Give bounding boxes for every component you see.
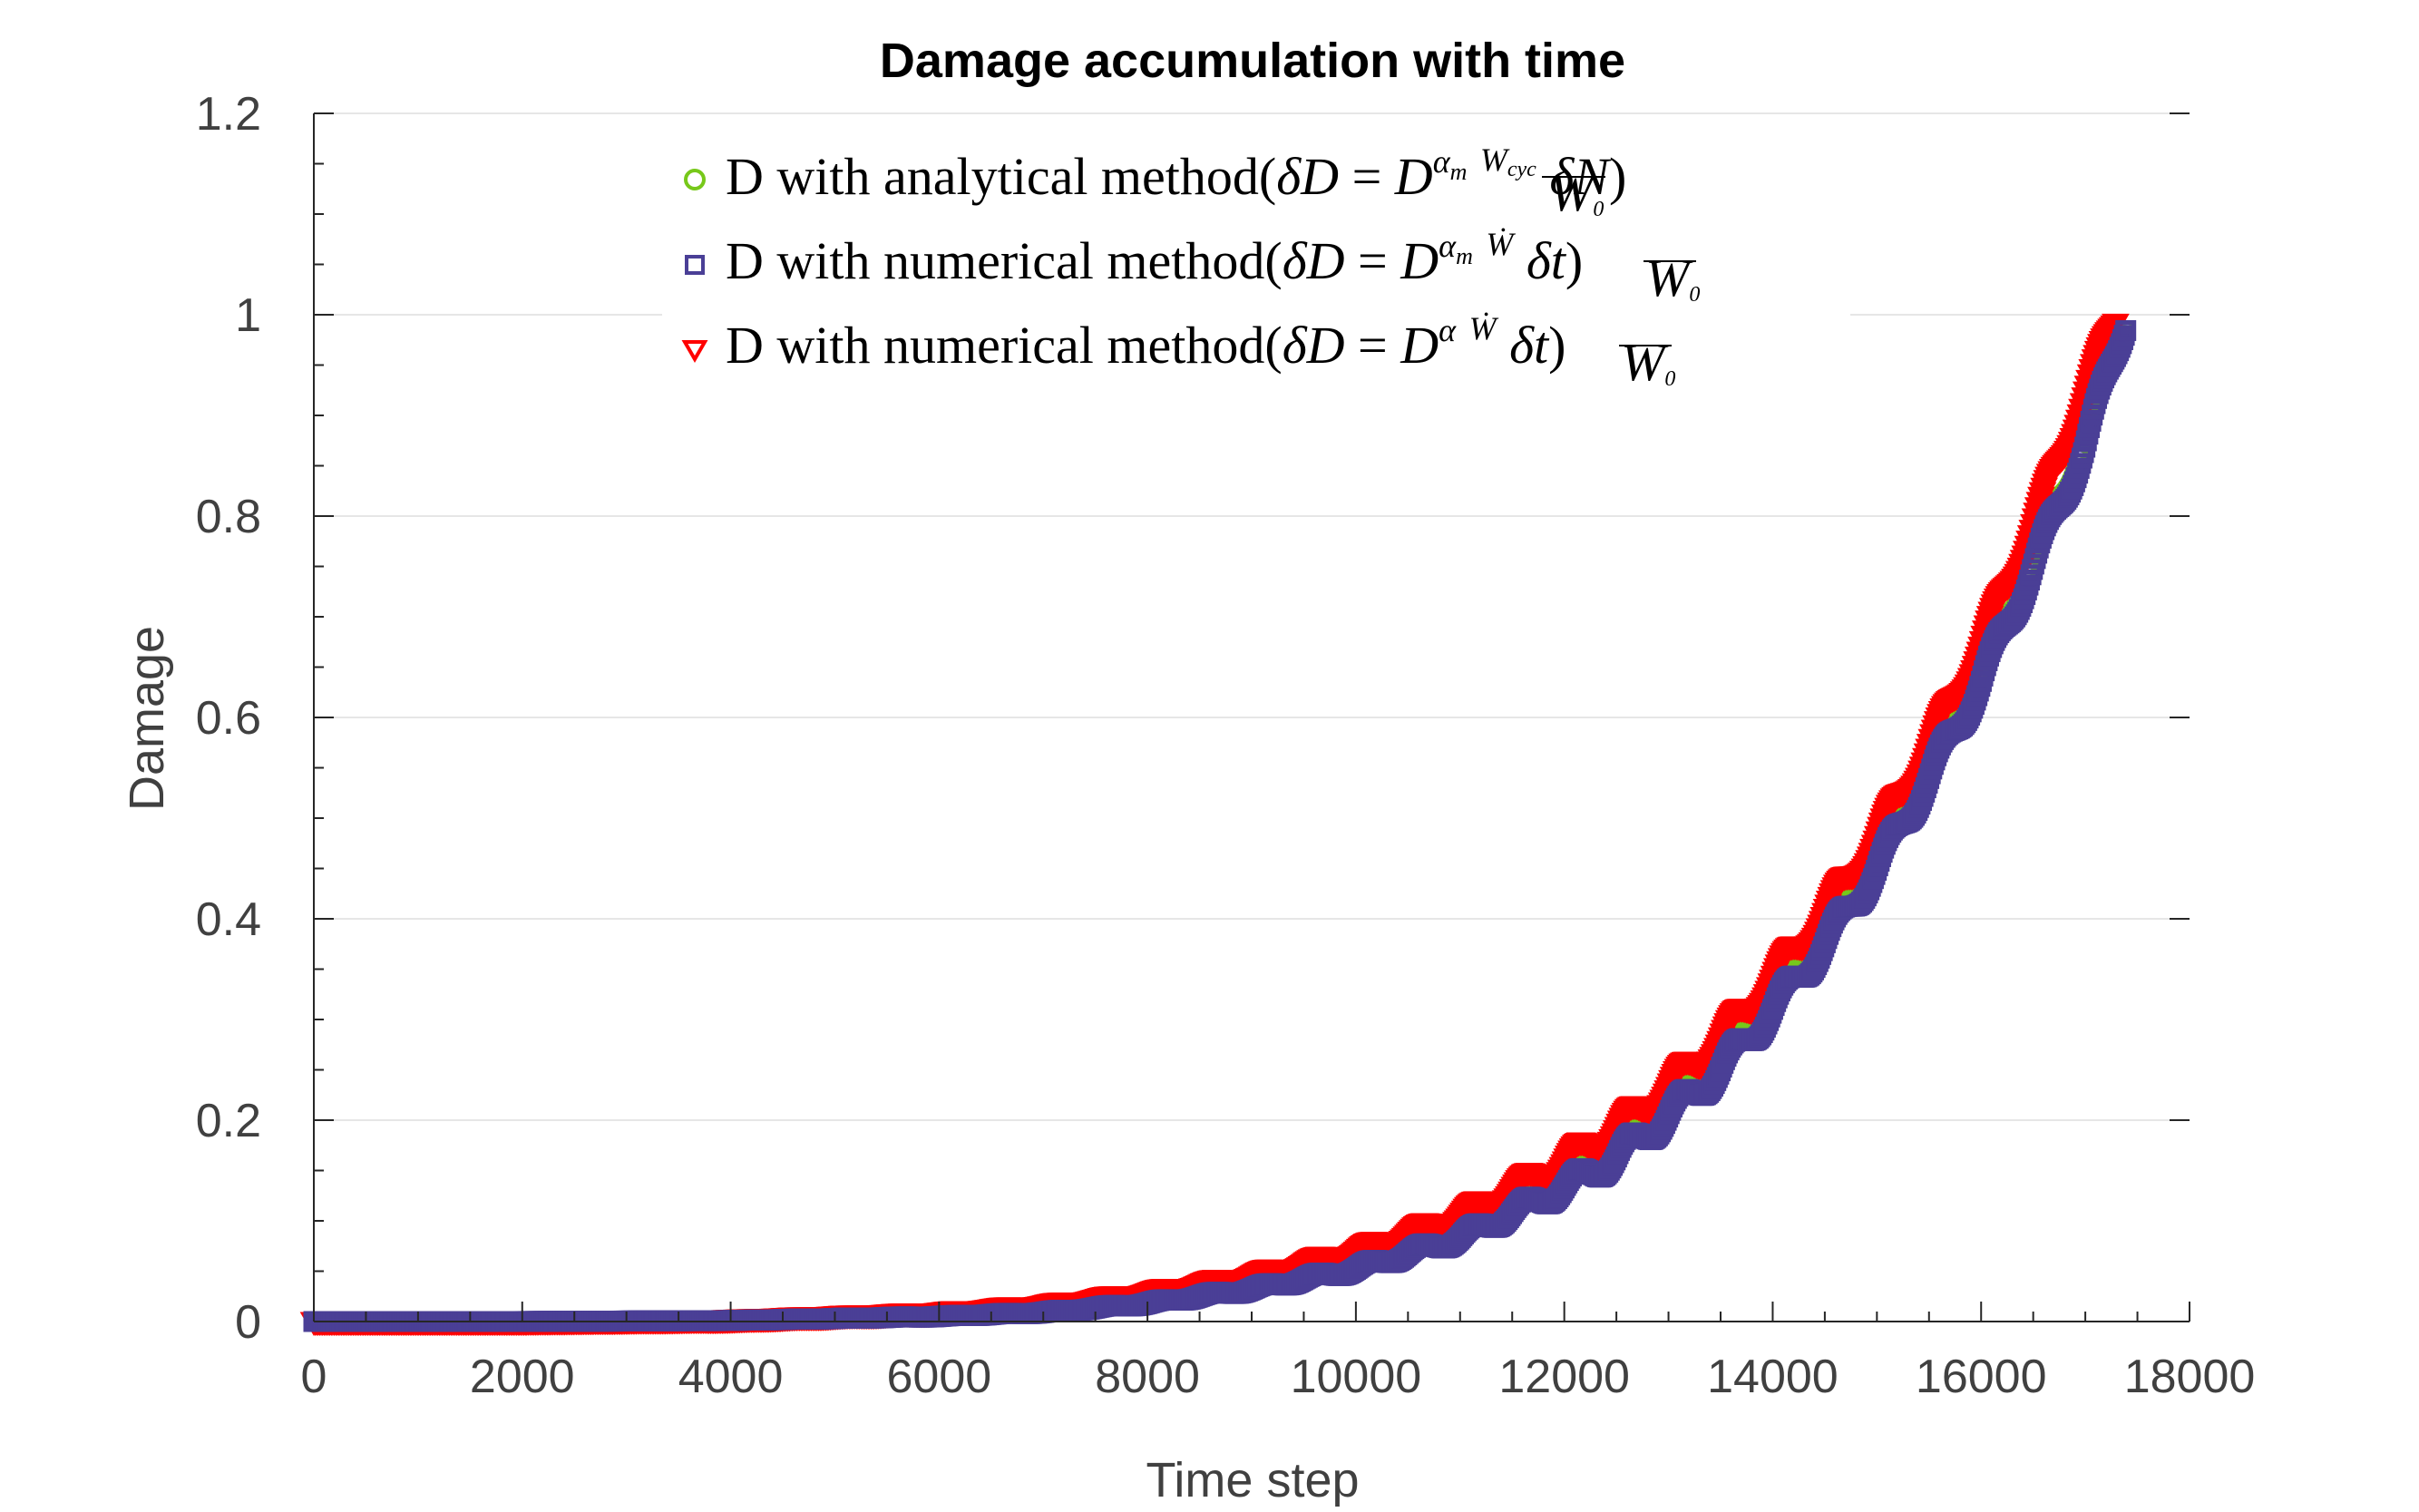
legend-marker-numerical-am — [685, 255, 705, 275]
chart-title: Damage accumulation with time — [880, 34, 1625, 88]
data-point — [2115, 319, 2137, 341]
y-tick-label: 0.6 — [196, 692, 261, 745]
legend-entry-numerical-am: D with numerical method(δD = Dαm Ẇ δt) — [726, 226, 1583, 290]
legend-marker-numerical-a — [681, 340, 708, 363]
y-tick-label: 0 — [235, 1296, 261, 1349]
legend-box — [662, 136, 1850, 381]
x-tick-label: 10000 — [1291, 1351, 1422, 1403]
x-tick-label: 12000 — [1498, 1351, 1630, 1403]
axes: 0 2000 4000 6000 8000 10000 12000 14000 16000 180… — [196, 88, 2256, 1403]
legend-marker-analytical — [684, 169, 706, 190]
x-axis-label: Time step — [1146, 1453, 1359, 1507]
x-tick-label: 16000 — [1916, 1351, 2047, 1403]
y-axis-label: Damage — [120, 626, 174, 811]
y-tick-label: 0.4 — [196, 893, 261, 946]
x-tick-label: 2000 — [470, 1351, 575, 1403]
y-tick-label: 0.2 — [196, 1095, 261, 1147]
x-tick-label: 0 — [301, 1351, 327, 1403]
grid — [314, 112, 2190, 1121]
x-tick-label: 14000 — [1707, 1351, 1839, 1403]
legend-entry-analytical: D with analytical method(δD = Dαm Wcyc δ… — [726, 141, 1626, 206]
x-tick-label: 8000 — [1095, 1351, 1200, 1403]
legend-entry-numerical-a: D with numerical method(δD = Dα Ẇ δt) — [726, 310, 1566, 375]
x-tick-label: 4000 — [678, 1351, 784, 1403]
y-tick-label: 0.8 — [196, 491, 261, 543]
x-tick-label: 18000 — [2124, 1351, 2256, 1403]
legend: D with analytical method(δD = Dαm Wcyc δ… — [662, 136, 1850, 392]
y-tick-label: 1 — [235, 289, 261, 342]
y-tick-label: 1.2 — [196, 88, 261, 141]
x-tick-label: 6000 — [886, 1351, 991, 1403]
